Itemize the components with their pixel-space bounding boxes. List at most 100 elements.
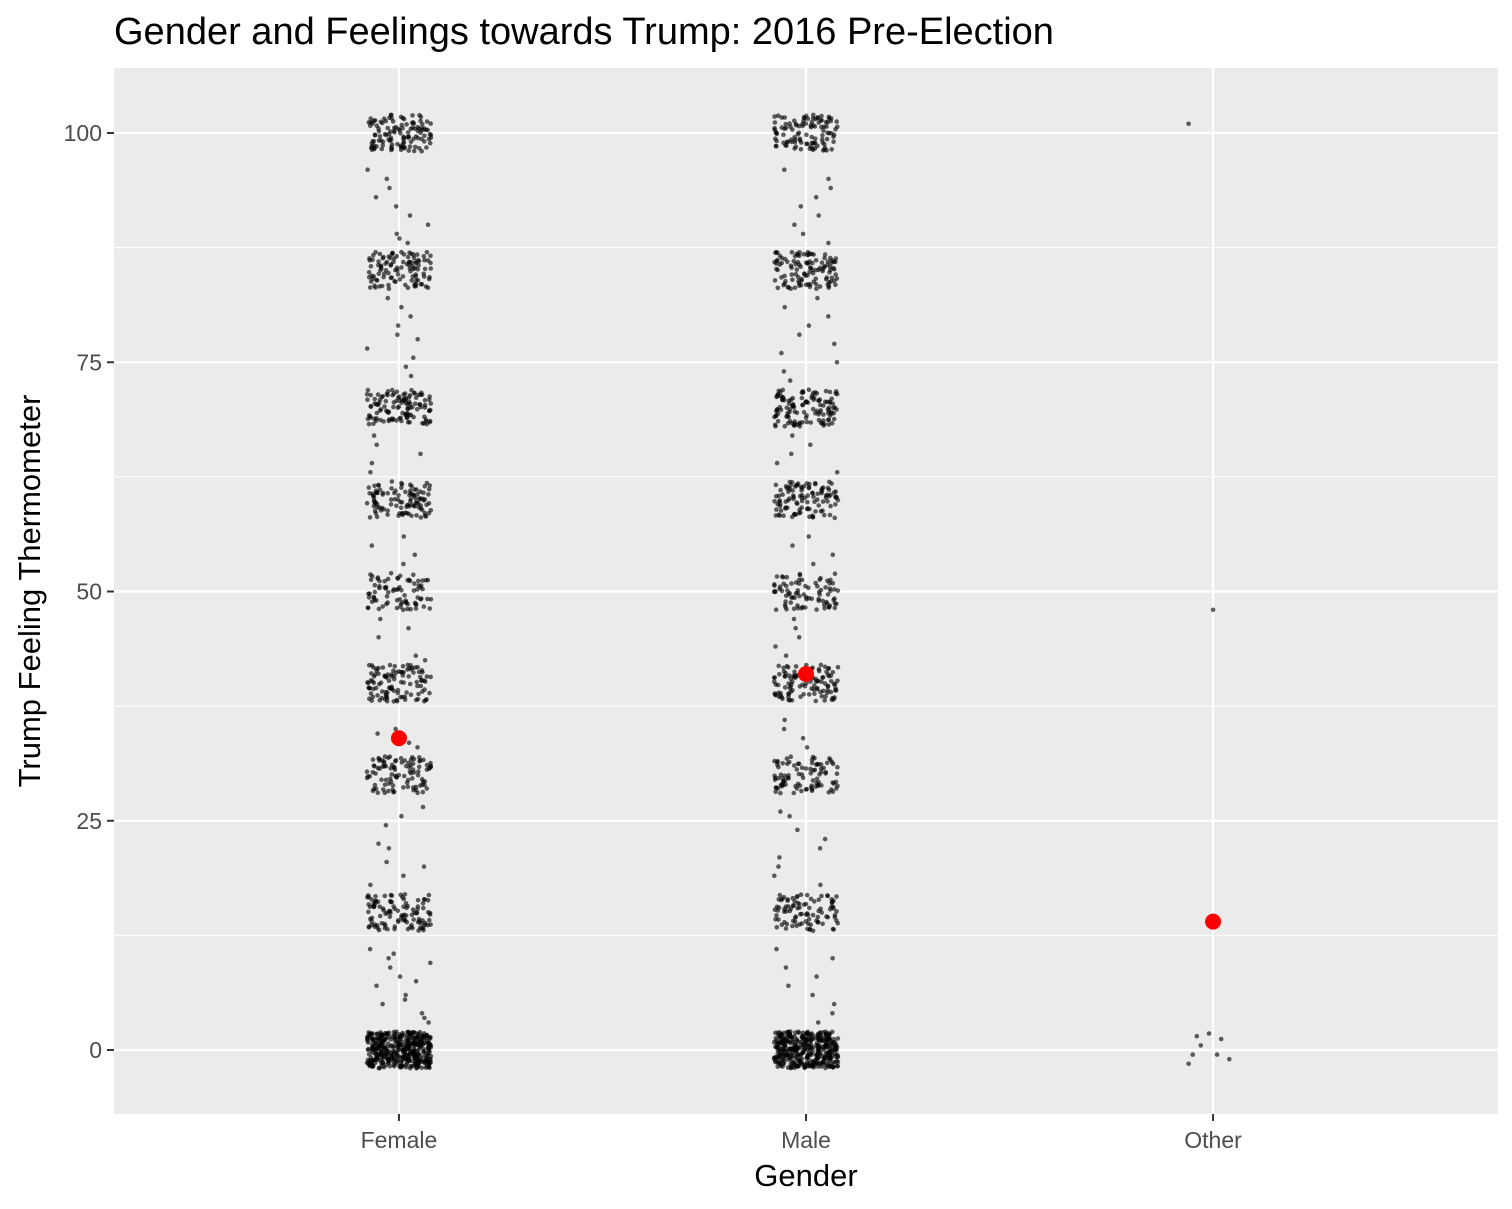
data-point: [816, 1047, 821, 1053]
data-point: [367, 285, 373, 290]
data-point: [776, 663, 781, 669]
data-point: [426, 501, 432, 506]
data-point: [791, 675, 797, 680]
data-point: [799, 488, 804, 493]
data-point: [375, 1057, 380, 1063]
data-point: [823, 277, 829, 282]
data-point: [404, 511, 410, 516]
data-point: [405, 667, 410, 672]
data-point: [415, 772, 421, 778]
data-point: [385, 295, 391, 301]
data-point: [801, 592, 807, 597]
data-point: [402, 997, 408, 1002]
data-point: [805, 506, 810, 512]
data-point: [812, 136, 818, 141]
data-point: [800, 231, 806, 237]
data-point: [826, 283, 832, 289]
data-point: [814, 776, 820, 782]
data-point: [833, 127, 838, 132]
data-point: [422, 497, 428, 502]
data-point: [785, 588, 790, 593]
data-point: [410, 125, 415, 130]
data-point: [775, 682, 781, 688]
data-point: [801, 1049, 806, 1055]
data-point: [823, 388, 829, 394]
data-point: [790, 923, 795, 929]
data-point: [788, 1029, 793, 1034]
data-point: [399, 482, 405, 487]
data-point: [828, 1039, 833, 1044]
data-point: [413, 281, 419, 287]
data-point: [795, 252, 801, 257]
data-point: [833, 1060, 838, 1065]
data-point: [823, 1039, 829, 1045]
data-point: [391, 951, 397, 956]
data-point: [796, 761, 802, 767]
data-point: [402, 892, 408, 897]
data-point: [397, 1065, 403, 1070]
data-point: [798, 911, 803, 917]
data-point: [815, 497, 820, 502]
data-point: [796, 577, 802, 583]
data-point: [1186, 1061, 1191, 1067]
data-point: [399, 122, 405, 128]
data-point: [800, 123, 806, 129]
data-point: [409, 1035, 414, 1040]
data-point: [823, 694, 828, 699]
data-point: [397, 236, 402, 241]
data-point: [383, 268, 389, 273]
data-point: [392, 130, 397, 135]
data-point: [780, 1064, 785, 1069]
data-point: [413, 272, 419, 277]
data-point: [774, 266, 779, 272]
data-point: [776, 764, 781, 770]
data-point: [776, 905, 782, 910]
data-point: [828, 411, 834, 416]
data-point: [803, 1041, 808, 1046]
data-point: [410, 776, 415, 781]
data-point: [825, 914, 831, 920]
data-point: [828, 255, 833, 261]
data-point: [801, 692, 806, 697]
data-point: [379, 146, 385, 152]
data-point: [818, 402, 823, 408]
data-point: [791, 616, 797, 622]
data-point: [377, 904, 383, 909]
data-point: [366, 270, 372, 275]
data-point: [813, 1057, 819, 1062]
data-point: [376, 483, 382, 488]
data-point: [781, 132, 786, 137]
data-point: [368, 1057, 374, 1063]
data-point: [392, 767, 398, 772]
data-point: [792, 146, 797, 151]
data-point: [382, 921, 387, 927]
data-point: [384, 594, 390, 599]
data-point: [776, 493, 782, 499]
data-point: [775, 285, 781, 291]
data-point: [822, 252, 828, 257]
data-point: [427, 131, 433, 137]
data-point: [799, 772, 805, 777]
data-point: [774, 407, 780, 413]
data-point: [415, 267, 421, 272]
data-point: [394, 1029, 399, 1034]
data-point: [776, 897, 782, 902]
data-point: [822, 1043, 828, 1048]
data-point: [822, 664, 828, 670]
data-point: [772, 120, 778, 125]
data-point: [385, 1041, 391, 1046]
data-point: [371, 493, 376, 499]
data-point: [411, 148, 417, 154]
data-point: [366, 895, 372, 900]
data-point: [380, 1059, 386, 1065]
data-point: [413, 401, 418, 407]
data-point: [424, 249, 430, 255]
data-point: [792, 1046, 797, 1051]
data-point: [804, 419, 810, 425]
data-point: [800, 1033, 806, 1039]
data-point: [779, 350, 784, 356]
data-point: [809, 251, 815, 257]
data-point: [409, 922, 414, 928]
data-point: [399, 511, 405, 516]
data-point: [392, 496, 398, 502]
